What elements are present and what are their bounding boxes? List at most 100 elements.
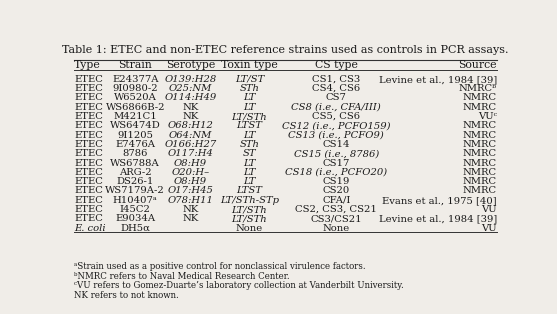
Text: NMRC: NMRC bbox=[463, 187, 497, 196]
Text: O166:H27: O166:H27 bbox=[164, 140, 217, 149]
Text: NMRC: NMRC bbox=[463, 131, 497, 140]
Text: M421C1: M421C1 bbox=[114, 112, 157, 121]
Text: NK: NK bbox=[182, 112, 198, 121]
Text: O68:H12: O68:H12 bbox=[167, 121, 213, 130]
Text: CS type: CS type bbox=[315, 60, 358, 69]
Text: DS26-1: DS26-1 bbox=[116, 177, 154, 186]
Text: ETEC: ETEC bbox=[74, 131, 103, 140]
Text: O114:H49: O114:H49 bbox=[164, 93, 217, 102]
Text: LT: LT bbox=[243, 131, 256, 140]
Text: CS8 (i.e., CFA/III): CS8 (i.e., CFA/III) bbox=[291, 103, 381, 112]
Text: VU: VU bbox=[481, 224, 497, 233]
Text: NMRC: NMRC bbox=[463, 177, 497, 186]
Text: Levine et al., 1984 [39]: Levine et al., 1984 [39] bbox=[379, 214, 497, 223]
Text: NK: NK bbox=[182, 205, 198, 214]
Text: Table 1: ETEC and non-ETEC reference strains used as controls in PCR assays.: Table 1: ETEC and non-ETEC reference str… bbox=[62, 45, 509, 55]
Text: 9I0980-2: 9I0980-2 bbox=[113, 84, 158, 93]
Text: ST: ST bbox=[243, 149, 256, 158]
Text: CS19: CS19 bbox=[323, 177, 350, 186]
Text: ETEC: ETEC bbox=[74, 187, 103, 196]
Text: O8:H9: O8:H9 bbox=[174, 159, 207, 168]
Text: NK: NK bbox=[182, 214, 198, 223]
Text: NMRC: NMRC bbox=[463, 149, 497, 158]
Text: STh: STh bbox=[240, 140, 260, 149]
Text: WS6474D: WS6474D bbox=[110, 121, 160, 130]
Text: CS17: CS17 bbox=[323, 159, 350, 168]
Text: LT/STh-STp: LT/STh-STp bbox=[220, 196, 279, 205]
Text: LT/STh: LT/STh bbox=[232, 205, 267, 214]
Text: WS6866B-2: WS6866B-2 bbox=[105, 103, 165, 112]
Text: Strain: Strain bbox=[119, 60, 152, 69]
Text: NK: NK bbox=[182, 103, 198, 112]
Text: CS20: CS20 bbox=[323, 187, 350, 196]
Text: CS14: CS14 bbox=[323, 140, 350, 149]
Text: O117:H4: O117:H4 bbox=[167, 149, 213, 158]
Text: E7476A: E7476A bbox=[115, 140, 155, 149]
Text: ETEC: ETEC bbox=[74, 103, 103, 112]
Text: Levine et al., 1984 [39]: Levine et al., 1984 [39] bbox=[379, 75, 497, 84]
Text: CS3/CS21: CS3/CS21 bbox=[310, 214, 362, 223]
Text: ᶜVU refers to Gomez-Duarte’s laboratory collection at Vanderbilt University.: ᶜVU refers to Gomez-Duarte’s laboratory … bbox=[74, 281, 404, 290]
Text: WS7179A-2: WS7179A-2 bbox=[105, 187, 165, 196]
Text: O8:H9: O8:H9 bbox=[174, 177, 207, 186]
Text: NMRC: NMRC bbox=[463, 93, 497, 102]
Text: Source: Source bbox=[458, 60, 497, 69]
Text: O139:H28: O139:H28 bbox=[164, 75, 217, 84]
Text: O64:NM: O64:NM bbox=[169, 131, 212, 140]
Text: ᵃStrain used as a positive control for nonclassical virulence factors.: ᵃStrain used as a positive control for n… bbox=[74, 262, 365, 271]
Text: WS6788A: WS6788A bbox=[110, 159, 160, 168]
Text: LT: LT bbox=[243, 159, 256, 168]
Text: ETEC: ETEC bbox=[74, 75, 103, 84]
Text: LT: LT bbox=[243, 103, 256, 112]
Text: LT/STh: LT/STh bbox=[232, 112, 267, 121]
Text: CS5, CS6: CS5, CS6 bbox=[312, 112, 360, 121]
Text: NMRC: NMRC bbox=[463, 140, 497, 149]
Text: E. coli: E. coli bbox=[74, 224, 106, 233]
Text: ETEC: ETEC bbox=[74, 84, 103, 93]
Text: ETEC: ETEC bbox=[74, 140, 103, 149]
Text: Evans et al., 1975 [40]: Evans et al., 1975 [40] bbox=[382, 196, 497, 205]
Text: DH5α: DH5α bbox=[120, 224, 150, 233]
Text: 9I1205: 9I1205 bbox=[118, 131, 153, 140]
Text: NMRC: NMRC bbox=[463, 168, 497, 177]
Text: E24377A: E24377A bbox=[112, 75, 159, 84]
Text: E9034A: E9034A bbox=[115, 214, 155, 223]
Text: NMRC: NMRC bbox=[463, 121, 497, 130]
Text: O20:H–: O20:H– bbox=[171, 168, 209, 177]
Text: STh: STh bbox=[240, 84, 260, 93]
Text: CS18 (i.e., PCFO20): CS18 (i.e., PCFO20) bbox=[285, 168, 387, 177]
Text: Type: Type bbox=[74, 60, 101, 69]
Text: ETEC: ETEC bbox=[74, 93, 103, 102]
Text: VU: VU bbox=[481, 205, 497, 214]
Text: NMRC: NMRC bbox=[463, 159, 497, 168]
Text: ETEC: ETEC bbox=[74, 214, 103, 223]
Text: ETEC: ETEC bbox=[74, 196, 103, 205]
Text: ARG-2: ARG-2 bbox=[119, 168, 152, 177]
Text: CS4, CS6: CS4, CS6 bbox=[312, 84, 360, 93]
Text: NMRC: NMRC bbox=[463, 103, 497, 112]
Text: CS15 (i.e., 8786): CS15 (i.e., 8786) bbox=[294, 149, 379, 158]
Text: LTST: LTST bbox=[237, 187, 262, 196]
Text: ETEC: ETEC bbox=[74, 168, 103, 177]
Text: CS12 (i.e., PCFO159): CS12 (i.e., PCFO159) bbox=[282, 121, 390, 130]
Text: CS1, CS3: CS1, CS3 bbox=[312, 75, 360, 84]
Text: ETEC: ETEC bbox=[74, 121, 103, 130]
Text: ETEC: ETEC bbox=[74, 177, 103, 186]
Text: NK refers to not known.: NK refers to not known. bbox=[74, 291, 179, 300]
Text: None: None bbox=[236, 224, 263, 233]
Text: NMRCᵇ: NMRCᵇ bbox=[459, 84, 497, 93]
Text: H10407ᵃ: H10407ᵃ bbox=[113, 196, 158, 205]
Text: LT/ST: LT/ST bbox=[235, 75, 264, 84]
Text: ETEC: ETEC bbox=[74, 112, 103, 121]
Text: None: None bbox=[323, 224, 350, 233]
Text: Serotype: Serotype bbox=[165, 60, 215, 69]
Text: LTST: LTST bbox=[237, 121, 262, 130]
Text: VUᶜ: VUᶜ bbox=[478, 112, 497, 121]
Text: CS7: CS7 bbox=[326, 93, 346, 102]
Text: O25:NM: O25:NM bbox=[169, 84, 212, 93]
Text: CFA/I: CFA/I bbox=[322, 196, 350, 205]
Text: ETEC: ETEC bbox=[74, 159, 103, 168]
Text: Toxin type: Toxin type bbox=[221, 60, 278, 69]
Text: CS13 (i.e., PCFO9): CS13 (i.e., PCFO9) bbox=[289, 131, 384, 140]
Text: I45C2: I45C2 bbox=[120, 205, 151, 214]
